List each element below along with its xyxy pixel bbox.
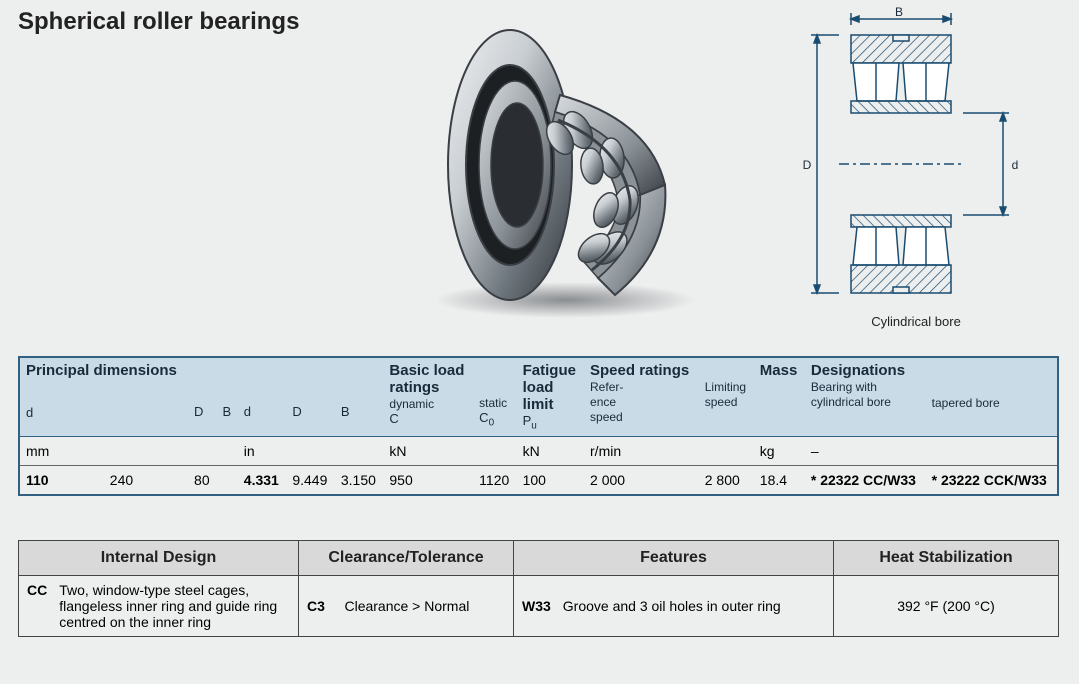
page-title: Spherical roller bearings bbox=[18, 8, 299, 36]
val-ref-speed: 2 000 bbox=[584, 465, 699, 495]
val-D-in: 9.449 bbox=[286, 465, 335, 495]
col-d-in: d bbox=[244, 404, 281, 419]
col-B-in: B bbox=[341, 404, 378, 419]
group-fatigue: Fatigue bbox=[523, 362, 578, 379]
section-caption: Cylindrical bore bbox=[781, 314, 1051, 329]
col-d-mm: d bbox=[26, 405, 182, 420]
col-Pu: Pu bbox=[523, 413, 578, 432]
unit-kg: kg bbox=[754, 436, 805, 465]
group-mass: Mass bbox=[760, 362, 799, 379]
col-D-in: D bbox=[292, 404, 329, 419]
hdr-heat: Heat Stabilization bbox=[834, 541, 1059, 576]
col-D-mm: D bbox=[194, 404, 210, 419]
code-C3: C3 bbox=[307, 598, 329, 614]
dim-label-B: B bbox=[895, 5, 903, 19]
val-B-in: 3.150 bbox=[335, 465, 384, 495]
unit-in: in bbox=[238, 436, 287, 465]
cell-heat: 392 °F (200 °C) bbox=[834, 576, 1059, 637]
val-lim-speed: 2 800 bbox=[699, 465, 754, 495]
val-B-mm: 80 bbox=[188, 465, 216, 495]
val-C0: 1120 bbox=[473, 465, 516, 495]
dim-label-D: D bbox=[803, 158, 812, 172]
val-d-mm: 110 bbox=[19, 465, 104, 495]
group-basicload: Basic load bbox=[389, 362, 467, 379]
col-C0: C0 bbox=[479, 410, 510, 429]
group-speed: Speed ratings bbox=[590, 362, 693, 379]
val-mass: 18.4 bbox=[754, 465, 805, 495]
val-desig-tap: * 23222 CCK/W33 bbox=[926, 465, 1058, 495]
val-Pu: 100 bbox=[517, 465, 584, 495]
unit-rmin: r/min bbox=[584, 436, 699, 465]
dimensions-table: Principal dimensions d D B d D B Basic l… bbox=[18, 356, 1059, 496]
col-B-mm: B bbox=[222, 404, 231, 419]
val-C: 950 bbox=[383, 465, 473, 495]
code-CC: CC bbox=[27, 582, 51, 598]
cell-features: W33 Groove and 3 oil holes in outer ring bbox=[514, 576, 834, 637]
val-D-mm: 240 bbox=[104, 465, 188, 495]
col-C: C bbox=[389, 411, 467, 426]
val-desig-cyl: * 22322 CC/W33 bbox=[805, 465, 926, 495]
hdr-internal-design: Internal Design bbox=[19, 541, 299, 576]
cell-clearance: C3 Clearance > Normal bbox=[299, 576, 514, 637]
unit-mm: mm bbox=[19, 436, 188, 465]
bearing-section-drawing: B D d bbox=[781, 5, 1051, 335]
group-designations: Designations bbox=[811, 362, 920, 379]
hdr-features: Features bbox=[514, 541, 834, 576]
group-principal: Principal dimensions bbox=[26, 362, 182, 379]
features-table: Internal Design Clearance/Tolerance Feat… bbox=[18, 540, 1059, 637]
hdr-clearance: Clearance/Tolerance bbox=[299, 541, 514, 576]
unit-kN: kN bbox=[383, 436, 473, 465]
cell-internal-design: CC Two, window-type steel cages, flangel… bbox=[19, 576, 299, 637]
val-d-in: 4.331 bbox=[238, 465, 287, 495]
dim-label-d: d bbox=[1012, 158, 1019, 172]
code-W33: W33 bbox=[522, 598, 555, 614]
bearing-3d-illustration bbox=[400, 15, 730, 325]
